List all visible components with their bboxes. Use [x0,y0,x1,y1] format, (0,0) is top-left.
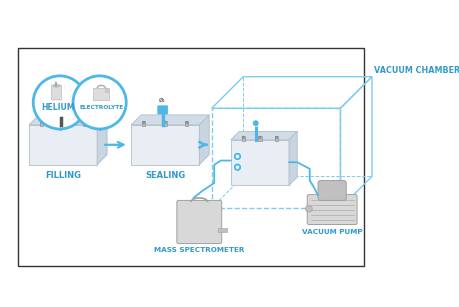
Text: VACUUM PUMP: VACUUM PUMP [301,229,362,235]
Ellipse shape [53,85,60,87]
Polygon shape [230,131,297,140]
Bar [274,136,278,141]
Bar [131,125,199,165]
Text: VACUUM CHAMBER: VACUUM CHAMBER [374,66,459,75]
Circle shape [73,76,126,129]
Circle shape [233,152,241,161]
Polygon shape [288,131,297,185]
Circle shape [258,136,261,138]
Text: ø₁: ø₁ [159,96,166,103]
Polygon shape [199,115,209,165]
Bar [40,121,43,126]
Circle shape [233,163,241,171]
FancyBboxPatch shape [157,106,168,114]
FancyBboxPatch shape [218,228,226,232]
Circle shape [83,121,86,124]
Polygon shape [131,115,209,125]
Bar [18,49,363,266]
Circle shape [62,121,64,124]
Text: MASS SPECTROMETER: MASS SPECTROMETER [154,247,244,253]
Circle shape [142,121,145,124]
Bar [142,121,145,126]
Bar [230,140,288,185]
Circle shape [164,121,166,124]
Circle shape [241,136,244,138]
Circle shape [185,121,188,124]
Bar [163,121,167,126]
Text: SEALING: SEALING [145,171,185,180]
Circle shape [274,136,277,138]
Bar [29,125,97,165]
Circle shape [305,205,312,212]
Text: HELIUM: HELIUM [41,103,75,112]
Bar [241,136,244,141]
Bar [185,121,188,126]
Text: ELECTROLYTE: ELECTROLYTE [79,105,123,110]
Bar [83,121,86,126]
FancyBboxPatch shape [176,200,221,243]
Bar [257,136,261,141]
Text: FILLING: FILLING [45,171,81,180]
Bar [62,121,65,126]
FancyBboxPatch shape [104,88,108,92]
Polygon shape [29,115,107,125]
Circle shape [235,154,239,158]
Circle shape [252,120,258,126]
FancyBboxPatch shape [51,85,62,100]
Circle shape [40,121,43,124]
FancyBboxPatch shape [307,195,356,224]
Circle shape [235,165,239,169]
FancyBboxPatch shape [93,88,109,100]
Polygon shape [97,115,107,165]
FancyBboxPatch shape [317,181,346,200]
Circle shape [33,76,86,129]
